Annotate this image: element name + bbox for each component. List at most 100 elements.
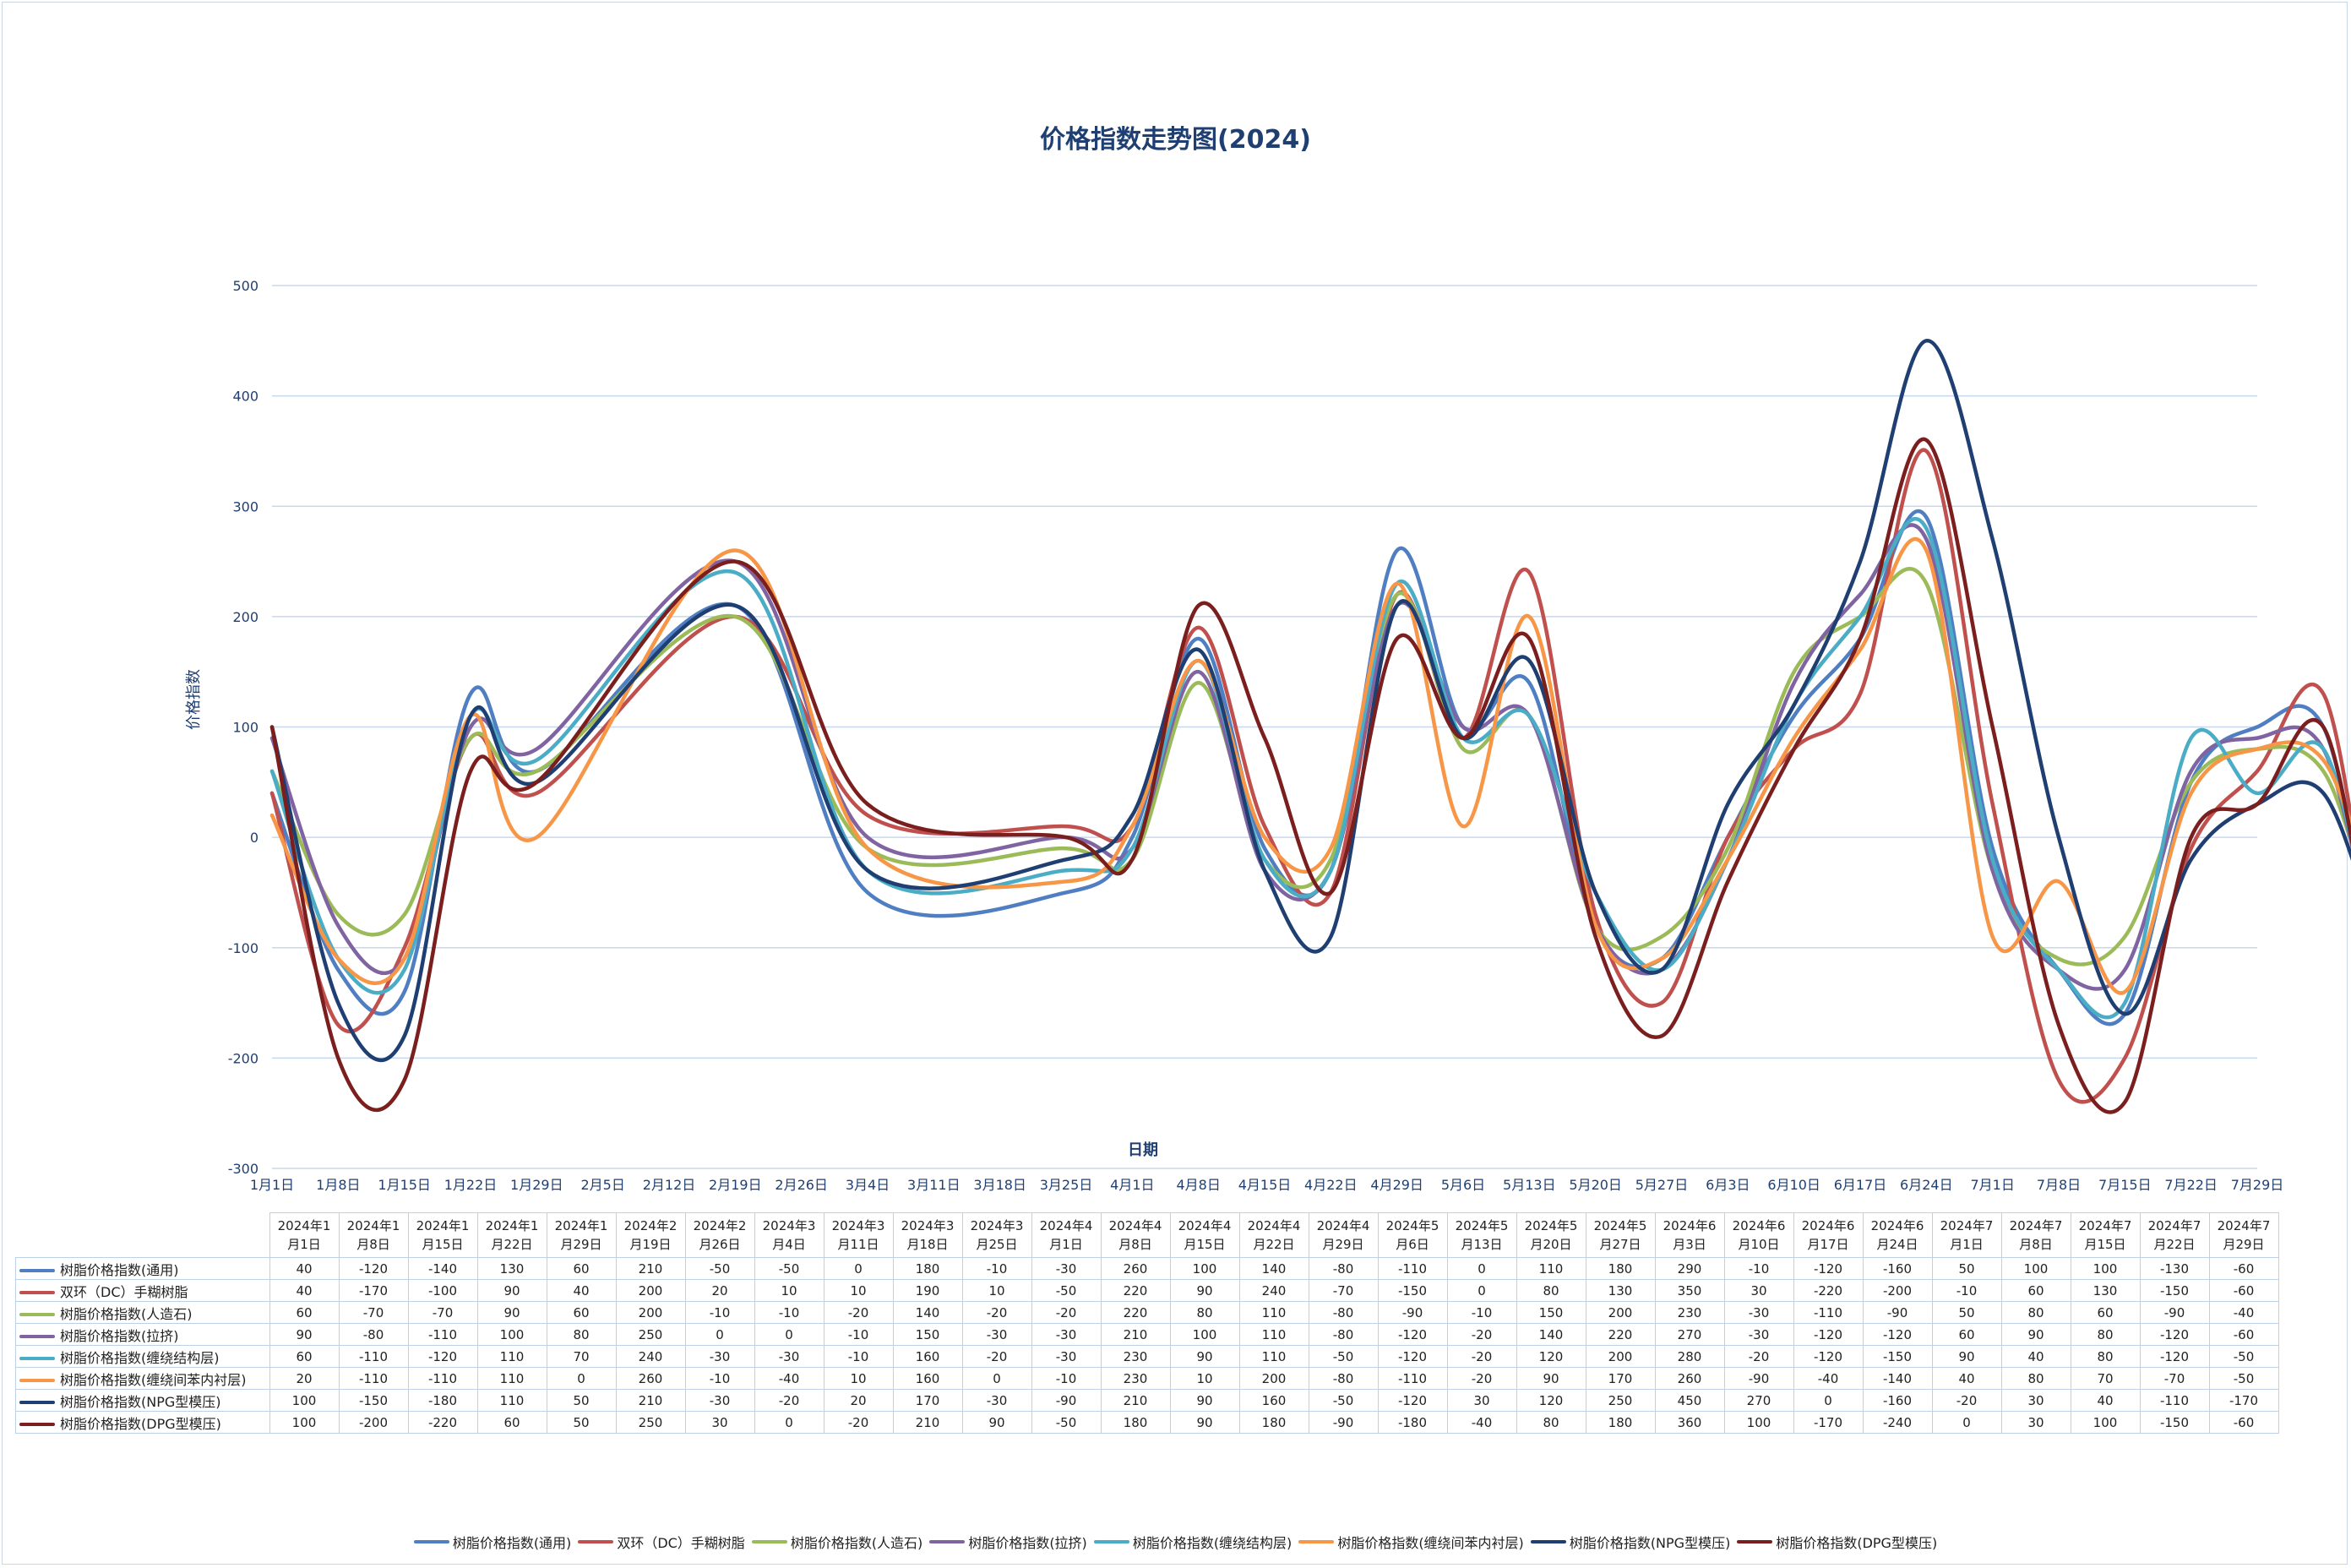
table-header-text: 月1日 (1049, 1237, 1083, 1252)
table-cell: 90 (1516, 1367, 1586, 1390)
table-cell: 90 (1169, 1389, 1240, 1412)
table-header-text: 月22日 (491, 1237, 533, 1252)
table-cell: 270 (1654, 1323, 1725, 1346)
table-cell: 40 (1931, 1367, 2002, 1390)
legend-label: 双环（DC）手糊树脂 (617, 1535, 745, 1551)
series-line-6 (269, 536, 2351, 995)
legend-item: 树脂价格指数(人造石) (751, 1532, 922, 1552)
table-cell: 0 (546, 1367, 617, 1390)
table-cell: 20 (684, 1279, 755, 1302)
table-cell: -110 (1793, 1301, 1864, 1324)
series-swatch (19, 1357, 55, 1360)
table-cell: 0 (1931, 1411, 2002, 1434)
series-name: 树脂价格指数(DPG型模压) (60, 1415, 221, 1432)
table-cell: 200 (1238, 1367, 1309, 1390)
table-cell: -30 (1031, 1345, 1102, 1368)
table-header-text: 2024年5 (1385, 1218, 1439, 1233)
legend-item: 树脂价格指数(缠绕间苯内衬层) (1298, 1532, 1524, 1552)
series-swatch (19, 1269, 55, 1272)
table-cell: -20 (1723, 1345, 1794, 1368)
table-header-cell: 2024年2 月19日 (615, 1212, 686, 1258)
table-cell: 90 (476, 1301, 547, 1324)
table-header-text: 2024年4 (1108, 1218, 1162, 1233)
table-cell: -200 (1862, 1279, 1933, 1302)
table-cell: 80 (1516, 1279, 1586, 1302)
table-header-cell: 2024年4 月8日 (1100, 1212, 1171, 1258)
table-cell: -20 (961, 1301, 1032, 1324)
table-cell: 0 (754, 1323, 824, 1346)
table-cell: 20 (269, 1367, 340, 1390)
table-cell: 30 (2000, 1389, 2071, 1412)
table-header-cell: 2024年5 月6日 (1377, 1212, 1448, 1258)
x-tick-label: 6月3日 (1706, 1177, 1750, 1193)
series-name: 双环（DC）手糊树脂 (60, 1283, 188, 1300)
table-header-text: 月8日 (2019, 1237, 2053, 1252)
y-tick-label: 400 (232, 389, 259, 405)
table-cell: -110 (338, 1345, 409, 1368)
table-cell: 80 (546, 1323, 617, 1346)
x-tick-label: 3月4日 (846, 1177, 890, 1193)
table-header-cell: 2024年3 月4日 (754, 1212, 824, 1258)
table-cell: -70 (1308, 1279, 1379, 1302)
x-tick-label: 1月8日 (316, 1177, 360, 1193)
table-cell: 210 (615, 1389, 686, 1412)
table-cell: -170 (1793, 1411, 1864, 1434)
table-header-text: 月17日 (1807, 1237, 1849, 1252)
table-cell: -180 (1377, 1411, 1448, 1434)
table-cell: 50 (1931, 1257, 2002, 1280)
table-header-text: 月29日 (560, 1237, 602, 1252)
legend-item: 树脂价格指数(NPG型模压) (1530, 1532, 1730, 1552)
y-tick-label: -200 (228, 1050, 259, 1066)
legend-label: 树脂价格指数(通用) (452, 1535, 572, 1551)
table-cell: -20 (961, 1345, 1032, 1368)
legend-item: 树脂价格指数(缠绕结构层) (1093, 1532, 1292, 1552)
table-header-cell: 2024年7 月22日 (2139, 1212, 2210, 1258)
table-row-header: 树脂价格指数(缠绕结构层) (15, 1345, 270, 1368)
table-cell: -20 (1446, 1345, 1517, 1368)
table-cell: 10 (961, 1279, 1032, 1302)
table-header-cell: 2024年1 月22日 (476, 1212, 547, 1258)
table-cell: -10 (823, 1345, 894, 1368)
table-row-header: 树脂价格指数(DPG型模压) (15, 1411, 270, 1434)
table-header-cell: 2024年1 月15日 (407, 1212, 478, 1258)
table-header-text: 2024年4 (1039, 1218, 1093, 1233)
table-header-cell: 2024年1 月8日 (338, 1212, 409, 1258)
table-cell: 90 (961, 1411, 1032, 1434)
table-cell: -50 (2208, 1367, 2279, 1390)
table-header-text: 月6日 (1396, 1237, 1429, 1252)
table-cell: 200 (615, 1301, 686, 1324)
table-cell: 130 (2070, 1279, 2141, 1302)
x-tick-label: 6月24日 (1900, 1177, 1953, 1193)
table-cell: 40 (269, 1279, 340, 1302)
table-cell: 350 (1654, 1279, 1725, 1302)
x-tick-label: 4月15日 (1238, 1177, 1292, 1193)
table-header-cell: 2024年4 月15日 (1169, 1212, 1240, 1258)
table-header-text: 月19日 (629, 1237, 672, 1252)
table-row: 双环（DC）手糊树脂 40 -170 -100 90 40 200 20 10 10 190 10 -5… (15, 1279, 2279, 1302)
x-tick-label: 3月11日 (907, 1177, 961, 1193)
table-cell: 40 (2070, 1389, 2141, 1412)
table-cell: 40 (546, 1279, 617, 1302)
series-swatch (19, 1335, 55, 1338)
x-tick-label: 7月22日 (2164, 1177, 2218, 1193)
table-header-cell: 2024年7 月15日 (2070, 1212, 2141, 1258)
table-cell: -110 (1377, 1367, 1448, 1390)
x-tick-label: 1月29日 (510, 1177, 563, 1193)
table-cell: -10 (823, 1323, 894, 1346)
table-corner (16, 1213, 270, 1258)
table-cell: 120 (1516, 1345, 1586, 1368)
y-tick-label: -300 (228, 1161, 259, 1177)
table-header-text: 月4日 (772, 1237, 806, 1252)
table-cell: -30 (1723, 1301, 1794, 1324)
table-cell: -30 (684, 1345, 755, 1368)
table-row: 树脂价格指数(拉挤) 90 -80 -110 100 80 250 0 0 -10 150 -30 -3… (15, 1323, 2279, 1346)
x-tick-label: 4月1日 (1110, 1177, 1154, 1193)
y-tick-label: 500 (232, 278, 259, 294)
table-header-text: 2024年6 (1801, 1218, 1855, 1233)
table-cell: 170 (892, 1389, 963, 1412)
table-cell: 100 (1169, 1257, 1240, 1280)
table-cell: 220 (1585, 1323, 1656, 1346)
table-cell: -200 (338, 1411, 409, 1434)
table-cell: -90 (1377, 1301, 1448, 1324)
